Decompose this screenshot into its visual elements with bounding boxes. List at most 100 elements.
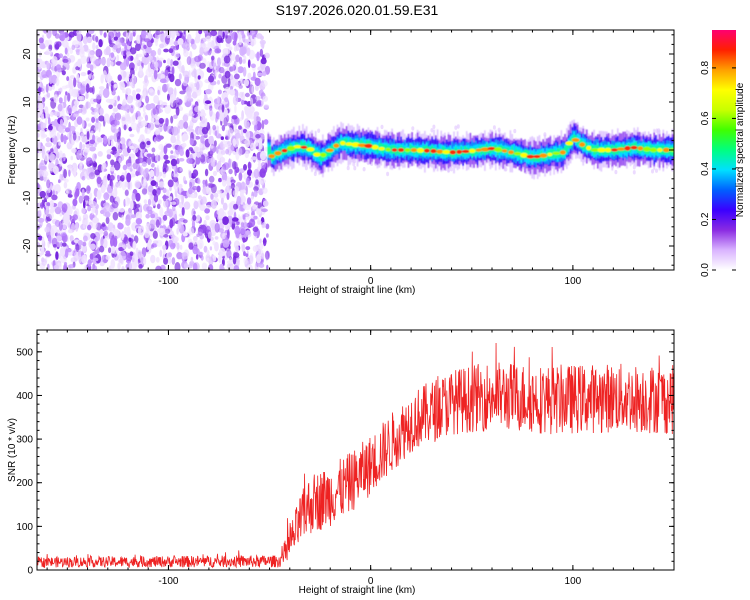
signal-band [378, 142, 381, 151]
noise-speckle [108, 39, 113, 45]
noise-speckle [155, 256, 160, 263]
noise-speckle [232, 63, 235, 71]
signal-peak [616, 147, 626, 151]
noise-speckle [55, 77, 60, 87]
noise-speckle [236, 259, 240, 263]
noise-speckle [111, 200, 119, 209]
noise-speckle [76, 149, 83, 160]
noise-speckle [132, 89, 137, 97]
noise-speckle [162, 244, 167, 251]
noise-speckle [259, 238, 262, 244]
noise-speckle [253, 189, 258, 198]
noise-speckle [48, 125, 53, 131]
signal-peak [501, 149, 508, 153]
noise-speckle [257, 66, 264, 72]
noise-speckle [77, 108, 83, 114]
noise-speckle [69, 190, 72, 195]
noise-speckle [85, 83, 90, 94]
noise-speckle [51, 194, 58, 201]
signal-peak [539, 153, 548, 158]
noise-speckle [218, 222, 225, 230]
noise-speckle [248, 49, 255, 60]
noise-speckle [222, 173, 228, 182]
noise-speckle [261, 100, 264, 106]
noise-speckle [59, 158, 63, 167]
noise-speckle [219, 218, 223, 225]
noise-speckle [492, 125, 496, 130]
signal-band [345, 137, 348, 148]
noise-speckle [197, 178, 201, 185]
noise-speckle [143, 38, 151, 43]
noise-speckle [52, 165, 59, 175]
noise-speckle [178, 183, 183, 189]
noise-speckle [248, 255, 254, 265]
noise-speckle [256, 99, 263, 106]
noise-speckle [103, 32, 107, 38]
noise-speckle [175, 106, 180, 116]
signal-peak [378, 147, 385, 151]
noise-speckle [188, 242, 194, 250]
noise-speckle [162, 214, 168, 221]
noise-speckle [135, 100, 142, 108]
noise-speckle [65, 91, 68, 96]
noise-speckle [158, 199, 162, 205]
noise-speckle [88, 87, 94, 93]
colorbar-gradient [712, 30, 736, 270]
noise-speckle [251, 85, 254, 94]
noise-speckle [135, 93, 141, 100]
noise-speckle [109, 135, 114, 140]
noise-speckle [183, 30, 186, 35]
noise-speckle [56, 91, 62, 95]
noise-speckle [58, 97, 63, 104]
noise-speckle [233, 265, 240, 270]
noise-speckle [218, 254, 222, 263]
noise-speckle [199, 242, 203, 250]
noise-speckle [159, 78, 167, 84]
noise-speckle [46, 179, 51, 189]
noise-speckle [204, 208, 211, 214]
noise-speckle [249, 218, 256, 228]
noise-speckle [173, 182, 177, 190]
noise-speckle [83, 235, 88, 242]
signal-band [409, 144, 412, 153]
noise-speckle [44, 118, 48, 126]
noise-speckle [244, 151, 249, 159]
colorbar: 0.0 0.2 0.4 0.6 0.8 Normalized spectral ampl… [700, 30, 746, 277]
noise-speckle [129, 200, 134, 210]
noise-speckle [220, 197, 224, 205]
signal-peak [579, 142, 586, 147]
noise-speckle [191, 220, 196, 229]
noise-speckle [113, 235, 118, 241]
noise-speckle [191, 43, 197, 50]
noise-speckle [176, 242, 180, 250]
noise-speckle [224, 70, 231, 79]
noise-speckle [182, 80, 188, 87]
noise-speckle [112, 107, 119, 113]
noise-speckle [73, 77, 77, 88]
noise-speckle [218, 177, 222, 183]
noise-speckle [68, 264, 75, 269]
noise-speckle [222, 239, 230, 248]
signal-band [571, 136, 574, 146]
noise-speckle [256, 254, 262, 264]
noise-speckle [141, 161, 147, 167]
signal-peak [590, 148, 600, 152]
noise-speckle [210, 193, 214, 200]
noise-speckle [150, 213, 156, 219]
noise-speckle [201, 126, 209, 135]
noise-speckle [131, 193, 136, 202]
colorbar-tick-label: 0.0 [700, 263, 711, 277]
noise-speckle [55, 41, 62, 48]
noise-speckle [200, 115, 206, 124]
signal-peak [480, 147, 490, 152]
noise-speckle [193, 146, 200, 153]
noise-speckle [257, 217, 260, 225]
noise-speckle [246, 47, 251, 56]
noise-speckle [205, 88, 212, 95]
noise-speckle [137, 116, 144, 121]
noise-speckle [229, 89, 236, 96]
noise-speckle [89, 146, 96, 152]
noise-speckle [110, 150, 117, 155]
noise-speckle [150, 180, 157, 187]
